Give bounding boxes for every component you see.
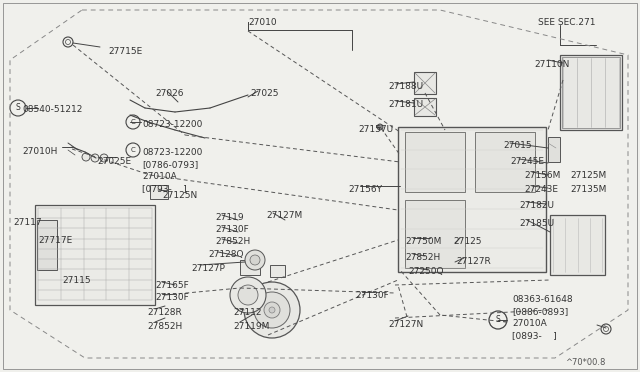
Bar — [270, 265, 285, 277]
Text: 27127N: 27127N — [388, 320, 423, 329]
Text: 27250Q: 27250Q — [408, 267, 444, 276]
Bar — [35, 205, 155, 305]
Circle shape — [63, 37, 73, 47]
Text: C: C — [131, 147, 136, 153]
Text: 27128Q: 27128Q — [208, 250, 243, 259]
Bar — [414, 98, 436, 116]
Text: 27010: 27010 — [248, 18, 276, 27]
Text: 27010A: 27010A — [512, 319, 547, 328]
Text: 27156Y: 27156Y — [348, 185, 382, 194]
Circle shape — [100, 154, 108, 162]
Text: 27157U: 27157U — [358, 125, 393, 134]
Text: [0893-    ]: [0893- ] — [512, 331, 557, 340]
Circle shape — [238, 285, 258, 305]
Text: 27117: 27117 — [13, 218, 42, 227]
Text: S: S — [495, 315, 500, 324]
Bar — [405, 200, 465, 268]
Text: 27188U: 27188U — [388, 82, 423, 91]
Text: 08363-61648: 08363-61648 — [512, 295, 573, 304]
Text: 27127M: 27127M — [266, 211, 302, 220]
Circle shape — [264, 302, 280, 318]
Circle shape — [244, 282, 300, 338]
Text: 27165F: 27165F — [155, 281, 189, 290]
Circle shape — [269, 307, 275, 313]
Text: 27182U: 27182U — [519, 201, 554, 210]
Circle shape — [65, 39, 70, 45]
Text: 27130F: 27130F — [155, 293, 189, 302]
Text: 08540-51212: 08540-51212 — [22, 105, 83, 114]
Circle shape — [126, 143, 140, 157]
Text: 27715E: 27715E — [108, 47, 142, 56]
Text: 27852H: 27852H — [147, 322, 182, 331]
Text: S: S — [15, 103, 20, 112]
Circle shape — [254, 292, 290, 328]
Bar — [398, 127, 546, 272]
Bar — [548, 137, 560, 162]
Bar — [560, 55, 622, 130]
Bar — [405, 132, 465, 192]
Circle shape — [604, 327, 609, 331]
Bar — [240, 260, 260, 275]
Text: 27181U: 27181U — [388, 100, 423, 109]
Circle shape — [250, 255, 260, 265]
Text: 27125M: 27125M — [570, 171, 606, 180]
Text: 27115: 27115 — [62, 276, 91, 285]
Text: 08723-12200: 08723-12200 — [142, 120, 202, 129]
Text: ^70*00.8: ^70*00.8 — [564, 358, 605, 367]
Text: 27185U: 27185U — [519, 219, 554, 228]
Circle shape — [601, 324, 611, 334]
Text: 27130F: 27130F — [215, 225, 249, 234]
Text: 27026: 27026 — [155, 89, 184, 98]
Text: 27127R: 27127R — [456, 257, 491, 266]
Circle shape — [245, 250, 265, 270]
Text: SEE SEC.271: SEE SEC.271 — [538, 18, 595, 27]
Circle shape — [377, 124, 383, 130]
Text: 27112: 27112 — [233, 308, 262, 317]
Text: 08723-12200: 08723-12200 — [142, 148, 202, 157]
Circle shape — [230, 277, 266, 313]
Text: [0886-0893]: [0886-0893] — [512, 307, 568, 316]
Text: [0793-    ]: [0793- ] — [142, 184, 187, 193]
Text: 27125: 27125 — [453, 237, 481, 246]
Bar — [414, 72, 436, 94]
Text: 27025E: 27025E — [97, 157, 131, 166]
Text: 27015: 27015 — [503, 141, 532, 150]
Text: 27025: 27025 — [250, 89, 278, 98]
Circle shape — [91, 154, 99, 162]
Text: 27127P: 27127P — [191, 264, 225, 273]
Bar — [475, 132, 535, 192]
Text: 27245E: 27245E — [510, 157, 544, 166]
Text: C: C — [131, 119, 136, 125]
Text: 27110N: 27110N — [534, 60, 570, 69]
Text: [0786-0793]: [0786-0793] — [142, 160, 198, 169]
Circle shape — [126, 115, 140, 129]
Text: 27128R: 27128R — [147, 308, 182, 317]
Circle shape — [10, 100, 26, 116]
Bar — [562, 57, 620, 128]
Text: 27010H: 27010H — [22, 147, 58, 156]
Text: 27119: 27119 — [215, 213, 244, 222]
Bar — [550, 215, 605, 275]
Bar — [37, 220, 57, 270]
Text: 27119M: 27119M — [233, 322, 269, 331]
Text: 27717E: 27717E — [38, 236, 72, 245]
Text: 27243E: 27243E — [524, 185, 558, 194]
Text: 27750M: 27750M — [405, 237, 442, 246]
Text: 27135M: 27135M — [570, 185, 606, 194]
Circle shape — [489, 311, 507, 329]
Circle shape — [82, 153, 90, 161]
Text: 27010A: 27010A — [142, 172, 177, 181]
Text: 27130F: 27130F — [355, 291, 388, 300]
Text: 27156M: 27156M — [524, 171, 561, 180]
Text: 27852H: 27852H — [405, 253, 440, 262]
Text: 27852H: 27852H — [215, 237, 250, 246]
Bar — [150, 185, 168, 199]
Text: 27125N: 27125N — [162, 191, 197, 200]
